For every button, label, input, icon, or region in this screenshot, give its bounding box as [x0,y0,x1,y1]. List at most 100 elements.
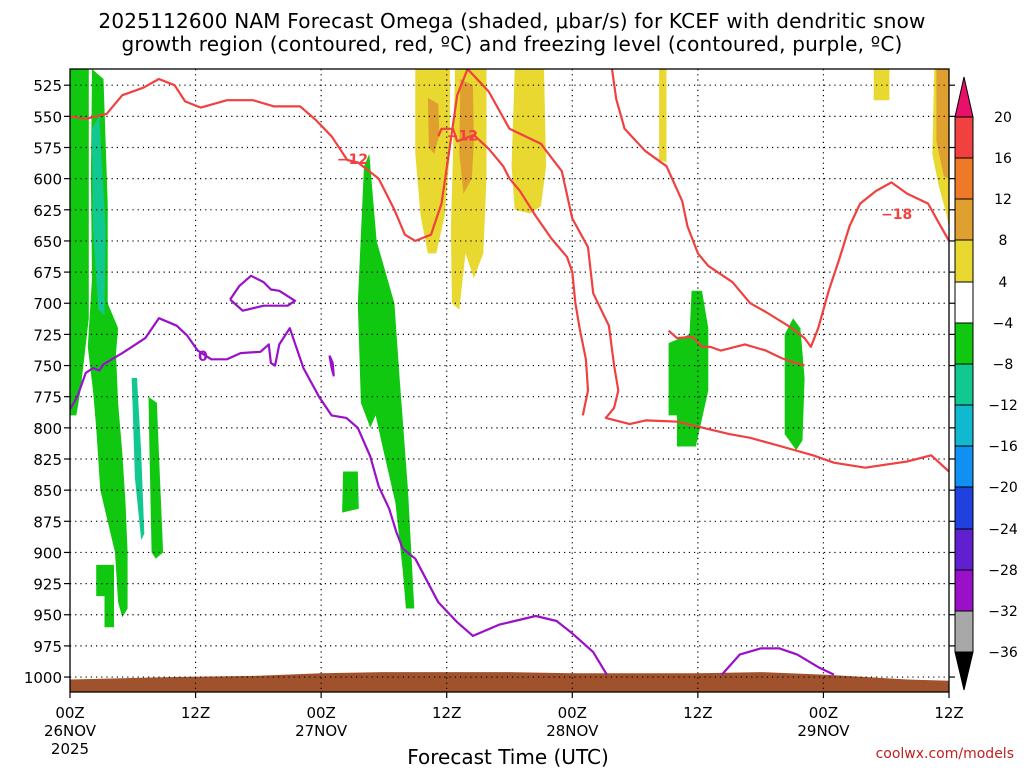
colorbar-label-13: −36 [988,645,1018,661]
y-tick-label-525: 525 [33,77,62,95]
y-tick-label-700: 700 [33,295,62,313]
y-tick-label-675: 675 [33,264,62,282]
omega-region-green-26nov-10z [148,396,164,559]
x-tick-label-0-2: 2025 [51,740,89,758]
colorbar-bin-5 [954,281,974,324]
x-tick-label-72-0: 00Z [809,704,838,722]
colorbar-bin-9 [954,445,974,488]
omega-region-green-27nov-05z [357,153,415,609]
x-tick-label-60-0: 12Z [683,704,712,722]
y-tick-label-575: 575 [33,139,62,157]
colorbar-label-10: −24 [988,522,1018,538]
y-tick-label-900: 900 [33,544,62,562]
dgz-contour-3 [667,329,805,367]
dgz-label-2: −18 [881,207,912,223]
y-tick-label-950: 950 [33,607,62,625]
omega-region-green-26nov-00z [70,69,89,416]
y-tick-label-825: 825 [33,451,62,469]
colorbar-label-0: 20 [994,110,1012,126]
chart-title-line1: 2025112600 NAM Forecast Omega (shaded, μ… [98,9,926,33]
freezing-label-0: 0 [198,349,208,365]
plot-frame [69,68,950,693]
y-tick-label-850: 850 [33,482,62,500]
y-tick-label-650: 650 [33,233,62,251]
contour-layer [70,69,949,676]
dgz-label-1: −12 [447,128,478,144]
x-tick-label-0-1: 26NOV [44,722,97,740]
freezing-contour-3 [721,647,835,676]
colorbar-bin-11 [954,528,974,571]
plot-background [70,69,949,692]
omega-region-orange-27nov-12z [459,79,474,194]
colorbar-label-8: −16 [988,439,1018,455]
colorbar-label-7: −12 [988,398,1018,414]
colorbar-label-3: 8 [999,233,1008,249]
omega-region-orange-29nov-12z [936,69,949,179]
omega-region-green-28nov-20z [784,318,805,451]
contour-labels: −12 −12 −18 0 [198,128,912,365]
chart-title-line2: growth region (contoured, red, ºC) and f… [121,32,903,56]
freezing-contour-2 [328,355,335,377]
colorbar-label-2: 12 [994,192,1012,208]
colorbar-label-1: 16 [994,151,1012,167]
y-tick-label-975: 975 [33,638,62,656]
x-tick-label-36-0: 12Z [432,704,461,722]
y-tick-label-600: 600 [33,171,62,189]
y-tick-label-875: 875 [33,513,62,531]
colorbar-bin-10 [954,486,974,530]
omega-region-teal-26nov-03z [92,116,106,316]
x-tick-label-0-0: 00Z [55,704,84,722]
colorbar-label-12: −32 [988,604,1018,620]
colorbar-cap-bottom [954,651,974,691]
x-tick-label-84-0: 12Z [934,704,963,722]
y-tick-label-550: 550 [33,108,62,126]
x-tick-label-48-0: 00Z [558,704,587,722]
x-tick-label-24-1: 27NOV [295,722,348,740]
colorbar-bin-12 [954,569,974,612]
colorbar-bin-8 [954,404,974,447]
dgz-contour-2 [610,69,949,348]
omega-shading [70,69,949,628]
omega-region-yellow-26nov-12z-top [659,69,667,163]
colorbar-cap-top [954,76,974,118]
x-tick-label-72-1: 29NOV [797,722,850,740]
colorbar: 20 16 12 8 4 −4 −8 −12 −16 −20 −24 −28 −32 −36 [954,76,1018,691]
x-tick-label-24-0: 00Z [306,704,335,722]
omega-region-orange-27nov-11z [427,97,440,154]
colorbar-bin-1 [954,116,974,159]
omega-region-yellow-27nov-12z-right [511,69,547,214]
dgz-contour-1 [437,127,590,416]
credit-text: coolwx.com/models [876,746,1014,762]
y-tick-label-1000: 1000 [24,669,62,687]
colorbar-label-5: −4 [993,316,1014,332]
y-tick-label-625: 625 [33,202,62,220]
terrain-surface [70,672,949,692]
y-tick-label-750: 750 [33,358,62,376]
colorbar-bin-3 [954,198,974,241]
freezing-contour-0 [70,317,608,676]
dgz-label-0: −12 [337,152,368,168]
colorbar-label-9: −20 [988,480,1018,496]
omega-region-green-26nov-03z-lower [96,564,114,628]
grid [70,69,949,692]
x-tick-label-12-0: 12Z [181,704,210,722]
y-tick-label-775: 775 [33,389,62,407]
freezing-contour-1 [229,274,297,312]
dgz-contour-0 [70,69,949,473]
colorbar-bin-7 [954,363,974,406]
colorbar-label-6: −8 [993,357,1014,373]
y-tick-label-800: 800 [33,420,62,438]
x-tick-label-48-1: 28NOV [546,722,599,740]
colorbar-bin-13 [954,610,974,653]
terrain-layer [70,672,949,692]
y-axis: 525 550 575 600 625 650 675 700 725 750 775 800 825 8… [24,77,955,687]
x-axis-label: Forecast Time (UTC) [407,745,609,768]
colorbar-bin-6 [954,322,974,365]
y-tick-label-725: 725 [33,326,62,344]
colorbar-label-11: −28 [988,563,1018,579]
colorbar-bin-4 [954,239,974,283]
colorbar-label-4: 4 [999,275,1008,291]
omega-region-green-27nov-02z [342,471,359,513]
